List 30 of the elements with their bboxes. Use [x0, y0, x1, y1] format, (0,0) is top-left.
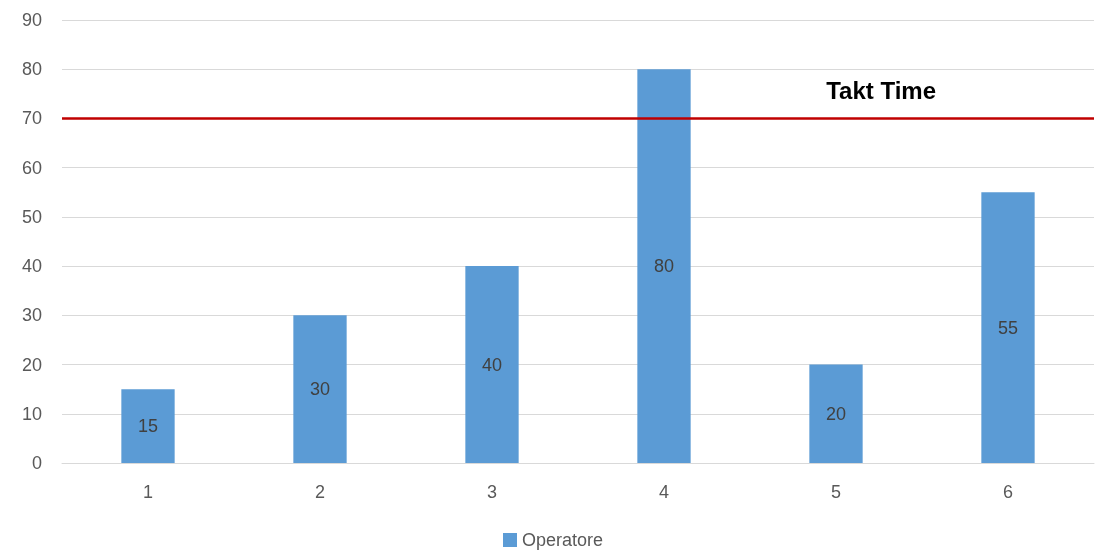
x-tick-label: 5: [830, 482, 842, 502]
data-label: 15: [137, 416, 159, 437]
x-tick-label: 3: [486, 482, 498, 502]
y-tick-label: 60: [21, 157, 42, 178]
data-label: 80: [653, 256, 675, 277]
y-tick-label: 80: [21, 59, 42, 80]
ref-line-label: Takt Time: [826, 76, 936, 104]
bar: [809, 364, 863, 463]
data-label: 30: [309, 379, 331, 400]
x-tick-label: 2: [314, 482, 326, 502]
legend-label: Operatore: [521, 530, 604, 550]
x-tick-label: 4: [658, 482, 670, 502]
bar: [637, 69, 691, 463]
y-tick-label: 70: [21, 108, 42, 129]
y-tick-label: 10: [21, 403, 42, 424]
bar: [465, 266, 519, 463]
y-tick-label: 0: [31, 453, 42, 473]
data-label: 40: [481, 354, 503, 375]
x-tick-label: 6: [1002, 482, 1014, 502]
bar: [981, 192, 1035, 463]
data-label: 20: [825, 403, 847, 424]
y-tick-label: 20: [21, 354, 42, 375]
bar: [121, 389, 175, 463]
x-tick-label: 1: [142, 482, 154, 502]
y-tick-label: 30: [21, 305, 42, 326]
bar: [293, 315, 347, 463]
y-tick-label: 50: [21, 206, 42, 227]
y-tick-label: 90: [21, 10, 42, 30]
y-tick-label: 40: [21, 256, 42, 277]
data-label: 55: [997, 317, 1019, 338]
